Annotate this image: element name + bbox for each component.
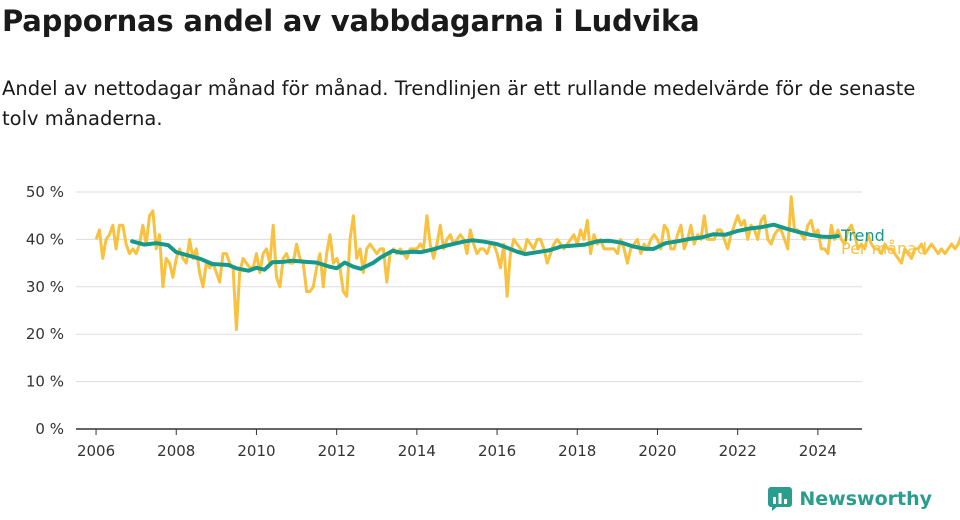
x-tick-label: 2012 bbox=[318, 442, 356, 460]
page-subtitle: Andel av nettodagar månad för månad. Tre… bbox=[2, 77, 916, 130]
y-tick-label: 30 % bbox=[26, 278, 64, 296]
y-tick-label: 20 % bbox=[26, 325, 64, 343]
x-tick-label: 2014 bbox=[398, 442, 436, 460]
y-tick-label: 50 % bbox=[26, 183, 64, 201]
x-tick-label: 2018 bbox=[558, 442, 596, 460]
x-tick-label: 2024 bbox=[799, 442, 837, 460]
trend-series-line bbox=[130, 222, 840, 273]
x-tick-label: 2020 bbox=[638, 442, 676, 460]
x-tick-label: 2006 bbox=[77, 442, 115, 460]
y-tick-label: 0 % bbox=[35, 420, 64, 438]
x-tick-label: 2022 bbox=[719, 442, 757, 460]
series-label-monthly: Per månad bbox=[841, 239, 927, 258]
x-tick-label: 2008 bbox=[157, 442, 195, 460]
page-title: Pappornas andel av vabbdagarna i Ludvika bbox=[2, 4, 700, 38]
bar-chart-icon bbox=[768, 487, 793, 511]
x-tick-label: 2010 bbox=[237, 442, 275, 460]
y-tick-label: 10 % bbox=[26, 373, 64, 391]
y-tick-label: 40 % bbox=[26, 230, 64, 248]
x-axis-ticks: 2006 2008 2010 2012 2014 2016 2018 2020 2022 2024 bbox=[77, 429, 837, 460]
brand-name: Newsworthy bbox=[799, 488, 932, 510]
y-axis-ticks: 0 % 10 % 20 % 30 % 40 % 50 % bbox=[26, 183, 64, 438]
x-tick-label: 2016 bbox=[478, 442, 516, 460]
series-label-trend: Trend bbox=[840, 226, 885, 245]
brand-logo: Newsworthy bbox=[767, 486, 932, 512]
